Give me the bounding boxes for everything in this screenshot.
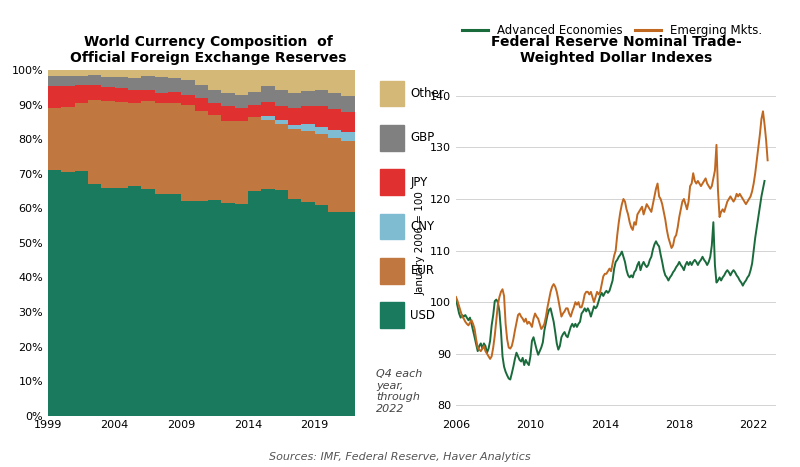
Emerging Mkts. [615,209,625,215]
Advanced Economies [470,334,479,340]
Text: GBP: GBP [410,131,434,144]
Emerging Mkts. [640,206,650,212]
Text: Other: Other [410,87,444,100]
Emerging Mkts. [532,314,542,319]
Line: Emerging Mkts.: Emerging Mkts. [456,111,768,359]
Emerging Mkts. [486,356,495,362]
Emerging Mkts. [606,269,616,274]
Text: CNY: CNY [410,220,434,233]
Advanced Economies [760,178,770,184]
Emerging Mkts. [763,157,773,163]
Advanced Economies [746,268,755,273]
Text: EUR: EUR [410,264,434,277]
Text: USD: USD [410,309,435,322]
Advanced Economies [735,278,745,283]
Emerging Mkts. [758,108,768,114]
Advanced Economies [510,356,520,362]
Legend: Advanced Economies, Emerging Mkts.: Advanced Economies, Emerging Mkts. [462,24,762,37]
Advanced Economies [506,377,515,382]
Y-axis label: January 2006 = 100: January 2006 = 100 [416,191,426,295]
Title: World Currency Composition  of
Official Foreign Exchange Reserves: World Currency Composition of Official F… [70,35,346,65]
Emerging Mkts. [451,294,461,300]
Advanced Economies [535,348,545,354]
Title: Federal Reserve Nominal Trade-
Weighted Dollar Indexes: Federal Reserve Nominal Trade- Weighted … [490,35,742,65]
Emerging Mkts. [757,116,766,122]
Advanced Economies [464,318,474,323]
Emerging Mkts. [710,168,720,173]
Text: JPY: JPY [410,176,428,189]
Advanced Economies [451,297,461,302]
Line: Advanced Economies: Advanced Economies [456,181,765,380]
Text: Q4 each
year,
through
2022: Q4 each year, through 2022 [376,369,422,414]
Text: Sources: IMF, Federal Reserve, Haver Analytics: Sources: IMF, Federal Reserve, Haver Ana… [269,453,531,462]
